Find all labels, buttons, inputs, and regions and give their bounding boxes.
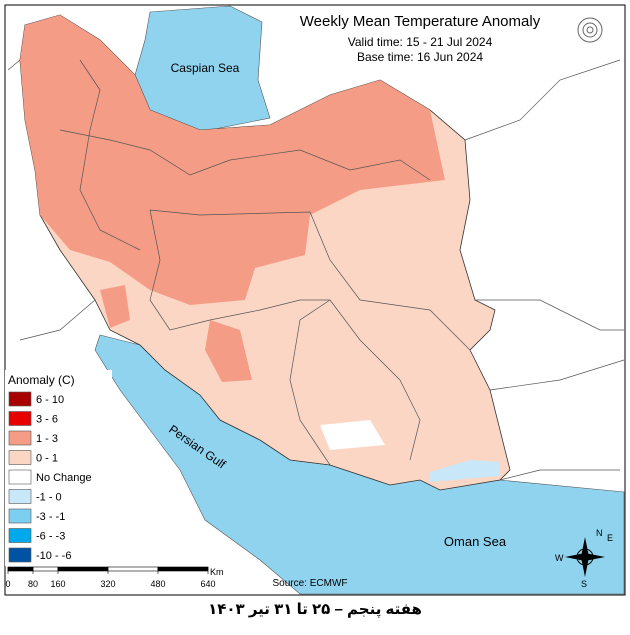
scale-bar: 0 80 160 320 480 640 Km bbox=[5, 566, 224, 589]
neighbor-border bbox=[499, 469, 620, 481]
iran-zone-1-3 bbox=[205, 320, 252, 382]
neighbor-border bbox=[464, 59, 621, 141]
province-border bbox=[289, 299, 331, 466]
legend-label: No Change bbox=[36, 472, 92, 484]
caspian-sea bbox=[134, 5, 271, 133]
legend-title: Anomaly (C) bbox=[8, 373, 75, 387]
neighbor-border bbox=[7, 59, 21, 71]
legend-swatch bbox=[8, 391, 32, 407]
sea-label: Oman Sea bbox=[444, 534, 507, 549]
iran-zone-1-3 bbox=[100, 285, 130, 328]
scale-segment bbox=[7, 566, 34, 572]
caption: هفته پنجم – ۲۵ تا ۳۱ تیر ۱۴۰۳ bbox=[208, 601, 422, 619]
iran-zone-neg bbox=[430, 460, 500, 482]
compass-label: N bbox=[596, 528, 603, 538]
compass-label: S bbox=[581, 579, 587, 589]
neighbor-border bbox=[475, 299, 624, 331]
legend-swatch bbox=[8, 430, 32, 446]
province-border bbox=[79, 59, 141, 251]
compass: N E S W bbox=[555, 528, 613, 589]
legend-label: 1 - 3 bbox=[36, 433, 58, 445]
legend-label: -3 - -1 bbox=[36, 511, 65, 523]
scale-label: 640 bbox=[200, 579, 215, 589]
legend-label: 0 - 1 bbox=[36, 453, 58, 465]
logo bbox=[577, 17, 603, 43]
source: Source: ECMWF bbox=[272, 578, 347, 589]
legend-swatch bbox=[8, 469, 32, 485]
scale-segment bbox=[57, 566, 109, 572]
scale-label: 160 bbox=[50, 579, 65, 589]
iran-zone-nochange bbox=[320, 420, 385, 450]
scale-label: 480 bbox=[150, 579, 165, 589]
legend-label: 6 - 10 bbox=[36, 394, 64, 406]
legend: Anomaly (C) 6 - 10 3 - 6 1 - 3 0 - 1 No Chan… bbox=[5, 370, 112, 566]
province-border bbox=[59, 129, 431, 181]
scale-unit: Km bbox=[210, 567, 224, 577]
legend-swatch bbox=[8, 508, 32, 524]
iran-zone-1-3 bbox=[20, 15, 445, 305]
sea-label: Caspian Sea bbox=[171, 61, 240, 75]
province-border bbox=[149, 209, 471, 351]
neighbor-border bbox=[19, 299, 96, 341]
legend-label: -6 - -3 bbox=[36, 531, 65, 543]
valid-time: Valid time: 15 - 21 Jul 2024 bbox=[348, 35, 493, 49]
compass-label: E bbox=[607, 533, 613, 543]
base-time: Base time: 16 Jun 2024 bbox=[357, 50, 483, 64]
scale-segment bbox=[107, 566, 159, 572]
legend-label: 3 - 6 bbox=[36, 414, 58, 426]
legend-swatch bbox=[8, 547, 32, 563]
scale-segment bbox=[32, 566, 59, 572]
province-border bbox=[149, 209, 421, 461]
neighbor-border bbox=[489, 359, 625, 391]
legend-swatch bbox=[8, 411, 32, 426]
scale-segment bbox=[157, 566, 209, 572]
scale-label: 0 bbox=[5, 579, 10, 589]
legend-swatch bbox=[8, 489, 32, 504]
legend-swatch bbox=[8, 450, 32, 465]
scale-label: 80 bbox=[28, 579, 38, 589]
title: Weekly Mean Temperature Anomaly bbox=[300, 13, 541, 30]
scale-label: 320 bbox=[100, 579, 115, 589]
legend-label: -10 - -6 bbox=[36, 550, 71, 562]
legend-swatch bbox=[8, 528, 32, 543]
compass-label: W bbox=[555, 553, 564, 563]
legend-label: -1 - 0 bbox=[36, 492, 62, 504]
